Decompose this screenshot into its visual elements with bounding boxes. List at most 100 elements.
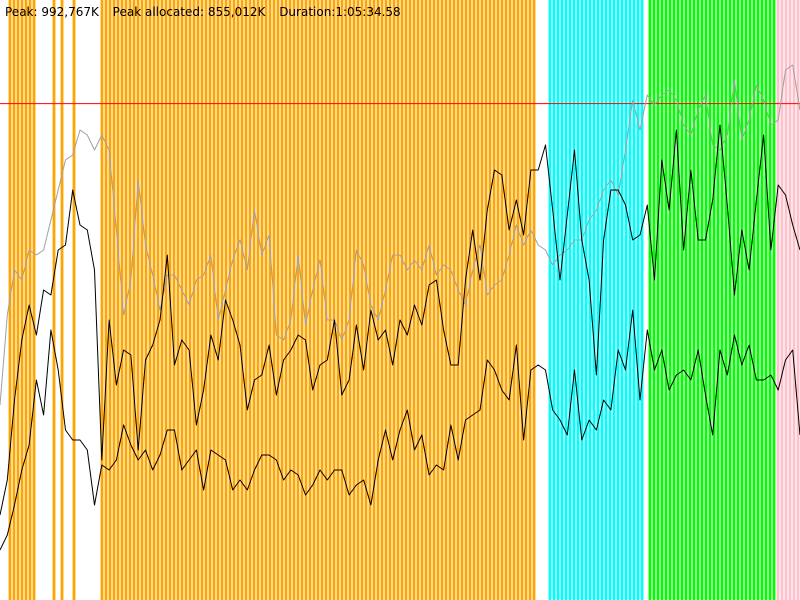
activity-band — [384, 0, 388, 600]
activity-band — [104, 0, 108, 600]
activity-band — [128, 0, 132, 600]
duration-label: Duration:1:05:34.58 — [279, 5, 401, 19]
activity-band — [476, 0, 480, 600]
activity-band — [716, 0, 720, 600]
activity-band — [668, 0, 672, 600]
activity-band — [20, 0, 24, 600]
activity-band — [760, 0, 764, 600]
activity-band — [108, 0, 112, 600]
activity-band — [380, 0, 384, 600]
activity-band — [292, 0, 296, 600]
activity-band — [728, 0, 732, 600]
activity-band — [452, 0, 456, 600]
activity-band — [556, 0, 560, 600]
activity-band — [652, 0, 656, 600]
activity-band — [376, 0, 380, 600]
activity-band — [16, 0, 20, 600]
activity-band — [660, 0, 664, 600]
activity-band — [372, 0, 376, 600]
activity-band — [576, 0, 580, 600]
activity-band — [640, 0, 644, 600]
activity-band — [708, 0, 712, 600]
activity-band — [600, 0, 604, 600]
activity-band — [428, 0, 432, 600]
activity-band — [688, 0, 692, 600]
activity-band — [504, 0, 508, 600]
activity-band — [72, 0, 76, 600]
activity-band — [212, 0, 216, 600]
activity-band — [592, 0, 596, 600]
activity-band — [656, 0, 660, 600]
activity-band — [580, 0, 584, 600]
activity-band — [280, 0, 284, 600]
memory-usage-series-line — [0, 124, 800, 516]
activity-band — [648, 0, 652, 600]
activity-band — [584, 0, 588, 600]
activity-band — [612, 0, 616, 600]
activity-band — [724, 0, 728, 600]
activity-band — [268, 0, 272, 600]
activity-band — [248, 0, 252, 600]
activity-band — [736, 0, 740, 600]
activity-band — [412, 0, 416, 600]
activity-band — [276, 0, 280, 600]
activity-band — [772, 0, 776, 600]
activity-band — [480, 0, 484, 600]
activity-band — [152, 0, 156, 600]
activity-band — [508, 0, 512, 600]
activity-band — [352, 0, 356, 600]
activity-band — [416, 0, 420, 600]
activity-band — [240, 0, 244, 600]
activity-band — [460, 0, 464, 600]
activity-band — [752, 0, 756, 600]
activity-band — [784, 0, 788, 600]
activity-band — [392, 0, 396, 600]
activity-band — [744, 0, 748, 600]
activity-band — [440, 0, 444, 600]
activity-band — [148, 0, 152, 600]
activity-band — [552, 0, 556, 600]
activity-band — [124, 0, 128, 600]
activity-band — [628, 0, 632, 600]
activity-band — [332, 0, 336, 600]
activity-band — [604, 0, 608, 600]
activity-band — [236, 0, 240, 600]
activity-band — [356, 0, 360, 600]
activity-band — [288, 0, 292, 600]
activity-band — [588, 0, 592, 600]
activity-band — [344, 0, 348, 600]
activity-band — [304, 0, 308, 600]
activity-band — [624, 0, 628, 600]
activity-band — [348, 0, 352, 600]
activity-band — [196, 0, 200, 600]
activity-band — [484, 0, 488, 600]
activity-band — [704, 0, 708, 600]
activity-band — [732, 0, 736, 600]
peak-label: Peak: 992,767K — [5, 5, 99, 19]
activity-band — [28, 0, 32, 600]
peak-allocated-series-line — [0, 64, 800, 406]
activity-band — [316, 0, 320, 600]
activity-band — [252, 0, 256, 600]
activity-band — [524, 0, 528, 600]
activity-band — [468, 0, 472, 600]
activity-band — [496, 0, 500, 600]
memory-usage-series-line — [0, 309, 800, 551]
activity-band — [420, 0, 424, 600]
activity-band — [676, 0, 680, 600]
activity-band — [464, 0, 468, 600]
activity-band — [112, 0, 116, 600]
activity-band — [756, 0, 760, 600]
activity-band — [700, 0, 704, 600]
activity-band — [596, 0, 600, 600]
activity-band — [328, 0, 332, 600]
activity-band — [432, 0, 436, 600]
activity-band — [796, 0, 800, 600]
activity-band — [396, 0, 400, 600]
activity-band — [740, 0, 744, 600]
activity-band — [400, 0, 404, 600]
activity-band — [528, 0, 532, 600]
activity-band — [692, 0, 696, 600]
activity-band — [444, 0, 448, 600]
